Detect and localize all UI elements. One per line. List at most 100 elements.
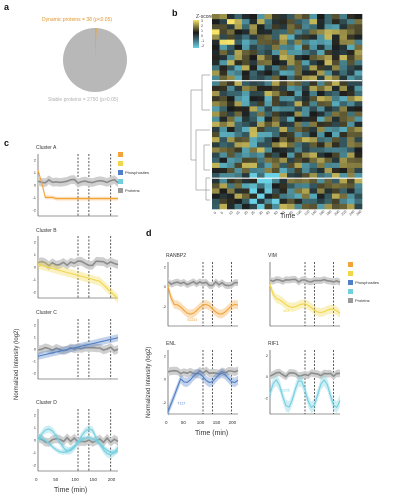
heatmap-cell xyxy=(249,162,258,169)
heatmap-cell xyxy=(249,96,258,102)
heatmap-cell xyxy=(212,173,220,179)
heatmap-cell xyxy=(257,167,265,174)
heatmap-cell xyxy=(324,29,333,35)
phosphosite-trend-line xyxy=(37,428,119,456)
heatmap-cell xyxy=(302,96,310,102)
heatmap-cell xyxy=(242,173,250,179)
heatmap-cell xyxy=(227,162,235,169)
colorbar-tick: 2 xyxy=(201,24,203,28)
y-tick-label: -2 xyxy=(32,289,36,294)
heatmap-cell xyxy=(294,39,303,46)
heatmap-cell xyxy=(257,96,265,102)
heatmap-cell xyxy=(264,198,273,205)
heatmap-cell xyxy=(264,203,273,210)
heatmap-x-tick: 15 xyxy=(235,210,242,216)
heatmap-cell xyxy=(272,39,280,46)
heatmap-cell xyxy=(287,198,295,205)
heatmap-cell xyxy=(212,198,220,205)
heatmap-cell xyxy=(264,24,273,30)
heatmap-cell xyxy=(249,14,258,20)
heatmap-cell xyxy=(279,39,288,46)
heatmap-cell xyxy=(272,65,280,71)
heatmap-cell xyxy=(257,44,265,51)
phosphosite-trend-line xyxy=(269,378,341,409)
heatmap-cell xyxy=(287,173,295,179)
heatmap-cell xyxy=(347,75,355,82)
y-tick-label: 0 xyxy=(164,377,167,382)
heatmap-cell xyxy=(339,183,348,189)
heatmap-cell xyxy=(212,132,220,138)
heatmap-cell xyxy=(212,137,220,143)
heatmap-cell xyxy=(287,116,295,123)
heatmap-cell xyxy=(257,183,265,189)
heatmap-cell xyxy=(242,65,250,71)
heatmap-cell xyxy=(317,121,325,128)
heatmap-cell xyxy=(212,116,220,123)
heatmap-cell xyxy=(219,34,228,40)
heatmap-cell xyxy=(219,183,228,189)
heatmap-cell xyxy=(279,116,288,123)
heatmap-cell xyxy=(302,80,310,87)
heatmap-cell xyxy=(309,132,318,138)
heatmap-cell xyxy=(249,60,258,66)
heatmap-cell xyxy=(287,65,295,71)
heatmap-cell xyxy=(234,90,243,97)
heatmap-cell xyxy=(302,101,310,107)
heatmap-cell xyxy=(302,137,310,143)
heatmap-cell xyxy=(324,126,333,133)
legend-swatch xyxy=(348,280,353,286)
heatmap-cell xyxy=(234,147,243,153)
heatmap-grid xyxy=(212,14,363,210)
heatmap-cell xyxy=(287,70,295,76)
heatmap-cell xyxy=(339,80,348,87)
y-tick-label: -1 xyxy=(32,277,36,282)
heatmap-cell xyxy=(287,49,295,56)
heatmap-cell xyxy=(279,65,288,71)
heatmap-cell xyxy=(302,55,310,61)
heatmap-cell xyxy=(354,198,363,205)
heatmap-cell xyxy=(279,85,288,92)
heatmap-cell xyxy=(242,147,250,153)
heatmap-cell xyxy=(324,96,333,102)
heatmap-cell xyxy=(264,193,273,200)
heatmap-x-tick: 100 xyxy=(295,209,303,217)
heatmap-cell xyxy=(257,173,265,179)
heatmap-cell xyxy=(332,183,340,189)
legend-label: Phosphosites xyxy=(355,280,380,285)
heatmap-cell xyxy=(272,44,280,51)
heatmap-cell xyxy=(272,116,280,123)
heatmap-cell xyxy=(354,116,363,123)
heatmap-cell xyxy=(309,75,318,82)
heatmap-cell xyxy=(354,29,363,35)
cluster-d-plot: 2 1 0 -1 -2 xyxy=(32,409,119,472)
heatmap-cell xyxy=(227,193,235,200)
heatmap-cell xyxy=(212,152,220,158)
cluster-b-title: Cluster B xyxy=(36,228,57,234)
heatmap-cell xyxy=(264,106,273,112)
heatmap-cell xyxy=(294,101,303,107)
heatmap-cell xyxy=(272,70,280,76)
heatmap-cell xyxy=(257,137,265,143)
heatmap-cell xyxy=(242,116,250,123)
legend-item: Proteins xyxy=(118,188,140,194)
heatmap-cell xyxy=(234,70,243,76)
heatmap-cell xyxy=(212,70,220,76)
heatmap-cell xyxy=(219,111,228,117)
heatmap-cell xyxy=(347,157,355,164)
heatmap-cell xyxy=(354,39,363,46)
heatmap-cell xyxy=(279,173,288,179)
heatmap-cell xyxy=(309,60,318,66)
heatmap-cell xyxy=(264,173,273,179)
heatmap-cell xyxy=(212,121,220,128)
heatmap-cell xyxy=(219,121,228,128)
heatmap-cell xyxy=(279,34,288,40)
heatmap-cell xyxy=(332,49,340,56)
heatmap-cell xyxy=(302,152,310,158)
heatmap-cell xyxy=(302,173,310,179)
heatmap-cell xyxy=(339,49,348,56)
heatmap-cell xyxy=(272,106,280,112)
heatmap-cell xyxy=(317,147,325,153)
heatmap-cell xyxy=(234,55,243,61)
d-rif1-title: RIF1 xyxy=(268,341,279,347)
heatmap-cell xyxy=(302,147,310,153)
